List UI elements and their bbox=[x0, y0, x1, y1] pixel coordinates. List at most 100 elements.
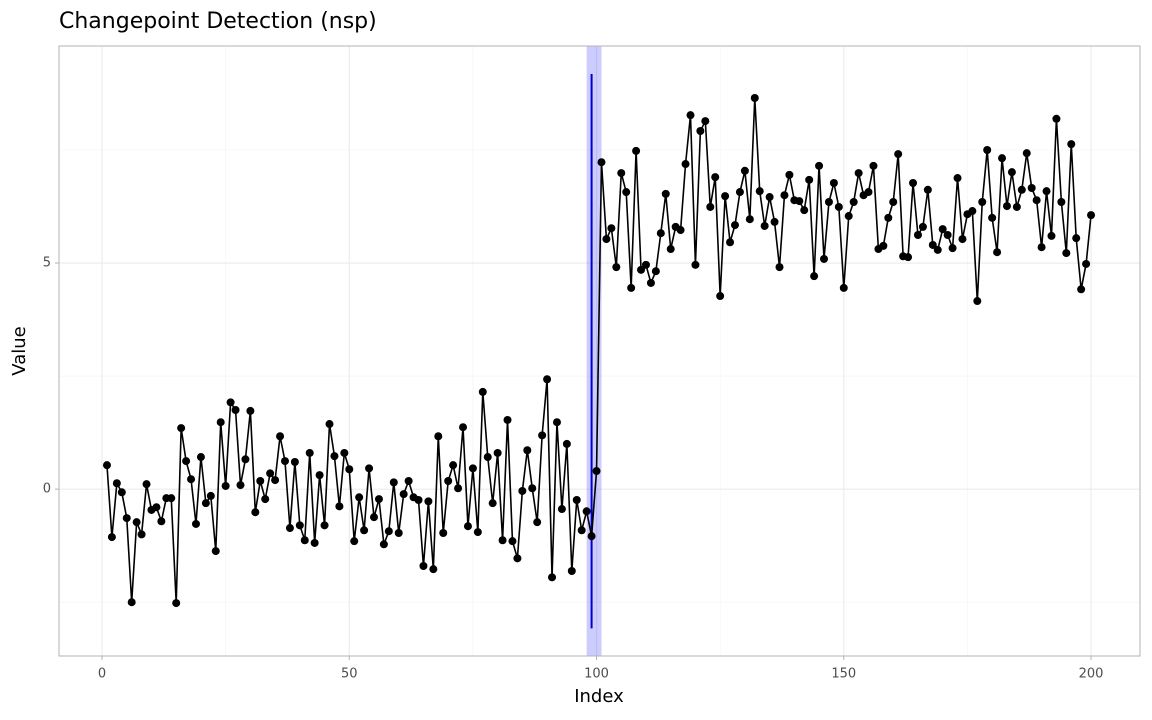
data-point bbox=[1077, 285, 1086, 294]
data-point bbox=[839, 283, 848, 292]
data-point bbox=[904, 253, 913, 262]
data-point bbox=[641, 260, 650, 269]
data-point bbox=[656, 229, 665, 238]
data-point bbox=[538, 431, 547, 440]
x-tick-label: 0 bbox=[98, 667, 106, 682]
data-point bbox=[617, 169, 626, 178]
data-point bbox=[374, 495, 383, 504]
data-point bbox=[102, 461, 111, 470]
data-point bbox=[1042, 187, 1051, 196]
chart-title: Changepoint Detection (nsp) bbox=[59, 9, 377, 34]
data-point bbox=[711, 173, 720, 182]
data-point bbox=[810, 272, 819, 281]
data-point bbox=[152, 503, 161, 512]
data-point bbox=[365, 464, 374, 473]
data-point bbox=[706, 202, 715, 211]
data-point bbox=[844, 212, 853, 221]
data-point bbox=[370, 513, 379, 522]
data-point bbox=[661, 189, 670, 198]
data-point bbox=[958, 235, 967, 244]
data-point bbox=[765, 193, 774, 202]
data-point bbox=[315, 471, 324, 480]
data-point bbox=[271, 476, 280, 485]
data-point bbox=[1072, 234, 1081, 243]
data-point bbox=[206, 491, 215, 500]
data-point bbox=[246, 406, 255, 415]
data-point bbox=[399, 490, 408, 499]
data-point bbox=[320, 521, 329, 530]
data-point bbox=[191, 519, 200, 528]
x-axis-label: Index bbox=[574, 686, 624, 707]
data-point bbox=[627, 283, 636, 292]
data-point bbox=[1052, 114, 1061, 123]
data-point bbox=[726, 238, 735, 247]
data-point bbox=[829, 179, 838, 188]
x-tick-label: 50 bbox=[341, 667, 358, 682]
data-point bbox=[1087, 211, 1096, 220]
data-point bbox=[444, 477, 453, 486]
data-point bbox=[1017, 185, 1026, 194]
data-point bbox=[691, 260, 700, 269]
data-point bbox=[1007, 168, 1016, 177]
data-point bbox=[923, 185, 932, 194]
data-point bbox=[211, 547, 220, 556]
data-point bbox=[107, 533, 116, 542]
data-point bbox=[1062, 249, 1071, 258]
data-point bbox=[449, 461, 458, 470]
data-point bbox=[889, 198, 898, 207]
data-point bbox=[983, 146, 992, 155]
data-point bbox=[498, 536, 507, 545]
data-point bbox=[300, 536, 309, 545]
data-point bbox=[557, 505, 566, 514]
plot-border bbox=[58, 45, 1141, 657]
x-tick-label: 100 bbox=[584, 667, 609, 682]
data-point bbox=[622, 188, 631, 197]
data-point bbox=[567, 566, 576, 575]
data-point bbox=[918, 222, 927, 231]
data-point bbox=[478, 387, 487, 396]
data-point bbox=[548, 573, 557, 582]
data-point bbox=[488, 499, 497, 508]
data-point bbox=[310, 538, 319, 547]
data-point bbox=[1002, 202, 1011, 211]
data-point bbox=[503, 415, 512, 424]
data-point bbox=[745, 215, 754, 224]
data-point bbox=[730, 221, 739, 230]
data-point bbox=[1067, 140, 1076, 149]
data-point bbox=[251, 508, 260, 517]
data-point bbox=[196, 453, 205, 462]
data-point bbox=[1037, 243, 1046, 252]
data-point bbox=[335, 502, 344, 511]
data-point bbox=[266, 469, 275, 478]
data-point bbox=[127, 598, 136, 607]
data-point bbox=[177, 424, 186, 433]
data-point bbox=[597, 158, 606, 167]
data-point bbox=[439, 529, 448, 538]
data-point bbox=[607, 224, 616, 233]
data-point bbox=[256, 477, 265, 486]
data-point bbox=[632, 146, 641, 155]
data-point bbox=[483, 453, 492, 462]
data-point bbox=[735, 188, 744, 197]
data-point bbox=[182, 457, 191, 466]
data-point bbox=[454, 484, 463, 493]
data-point bbox=[167, 494, 176, 503]
data-point bbox=[355, 493, 364, 502]
data-point bbox=[755, 187, 764, 196]
data-point bbox=[795, 197, 804, 206]
data-point bbox=[508, 537, 517, 546]
data-point bbox=[340, 448, 349, 457]
data-point bbox=[849, 198, 858, 207]
data-point bbox=[137, 530, 146, 539]
data-point bbox=[894, 150, 903, 159]
data-point bbox=[350, 537, 359, 546]
data-point bbox=[201, 499, 210, 508]
data-point bbox=[879, 241, 888, 250]
data-point bbox=[419, 562, 428, 571]
data-point bbox=[221, 481, 230, 490]
data-point bbox=[172, 599, 181, 608]
data-point bbox=[864, 188, 873, 197]
data-point bbox=[582, 507, 591, 516]
data-point bbox=[909, 179, 918, 188]
data-point bbox=[701, 117, 710, 126]
